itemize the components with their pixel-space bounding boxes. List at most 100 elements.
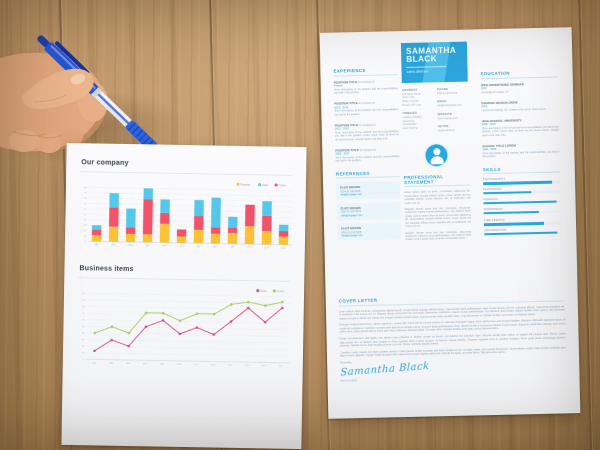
svg-text:40: 40 [84,219,87,221]
svg-text:DEC: DEC [281,248,286,250]
statement-paragraph: Aliquam dictum porta erat nec commodo. M… [404,206,472,229]
contact-item: WEBSITE www.mypage.com [437,111,458,120]
svg-text:60: 60 [82,319,85,321]
experience-list: POSITION TITLE for company ltd Present S… [334,79,400,164]
svg-text:MAY: MAY [162,245,167,248]
skill-item: PHOTOGRAPHY [483,177,561,185]
svg-text:JUL: JUL [197,246,201,248]
svg-text:Sales: Sales [262,184,269,187]
education-entry: WEB ADVERTISING SEMINAR 2015 University … [480,81,524,94]
experience-heading: EXPERIENCE [333,67,398,77]
svg-text:OCT: OCT [245,365,250,367]
skill-item: INDESIGN [483,197,561,205]
name-header: SAMANTHA BLACK sales director [400,41,468,84]
svg-text:80: 80 [84,198,87,200]
svg-text:100: 100 [82,293,86,295]
references-list: ELIOT BROWN 0024 01 234 5678 eliot@mypag… [336,181,402,241]
svg-text:JUN: JUN [179,246,183,248]
svg-text:80: 80 [82,306,85,308]
svg-text:40: 40 [82,333,85,335]
svg-text:NOV: NOV [262,365,267,367]
reference-card: ELIOT BROWN 0024 01 234 5678 eliot@mypag… [336,222,402,241]
skill-bar-track [484,221,562,226]
experience-entry: POSITION TITLE for company ltd 2013 - 20… [334,101,399,117]
experience-entry: POSITION TITLE for company ltd Present S… [333,79,398,95]
cover-letter-heading: COVER LETTER [338,293,565,307]
statement-paragraph: Aliquam dictum porta erat nec commodo. M… [405,230,472,242]
statement-heading: PROFESSIONAL STATEMENT [403,173,471,188]
svg-text:SEP: SEP [230,247,235,249]
svg-text:NOV: NOV [264,247,269,249]
svg-text:Receipts: Receipts [241,183,252,186]
svg-text:90: 90 [83,300,86,302]
contact-item: SKYPE skype.samlloyd [437,124,456,133]
contact-left: ADDRESS 123 Name Street Town / City Stat… [402,87,434,137]
resume-document: EXPERIENCE POSITION TITLE for company lt… [319,27,581,419]
skills-heading: SKILLS [482,165,560,175]
svg-text:20: 20 [84,230,87,232]
svg-text:90: 90 [84,192,87,194]
skill-bar [484,221,545,226]
contact-item: EMAIL info@samanthab.com [437,99,462,108]
thumb [22,68,94,110]
svg-text:Sales: Sales [260,290,267,293]
hand-holding-pen [0,35,170,162]
bar-chart-title: Our company [81,159,129,168]
education-entry: HIGH SCHOOL UNIVERSITY 2008 - 2014 Short… [481,118,559,138]
experience-entry: POSITION TITLE for company ltd 2012 - 20… [334,122,400,142]
svg-text:70: 70 [84,203,87,205]
skill-bar-track [483,180,561,185]
education-list: WEB ADVERTISING SEMINAR 2015 University … [481,81,560,159]
svg-text:JUL: JUL [194,364,198,366]
resume-middle-column: SAMANTHA BLACK sales director ADDRESS 12… [400,41,472,245]
education-entry: GRAPHIC DESIGN CREW 2015 London Art Coll… [481,100,547,113]
line-chart-title: Business items [79,265,134,274]
svg-text:FEB: FEB [109,363,114,365]
candidate-role: sales director [406,69,429,74]
statement-paragraph: Lorem ipsum dolor sit amet, consectetur … [404,189,471,205]
svg-text:AUG: AUG [211,363,216,366]
svg-text:AUG: AUG [213,246,218,249]
svg-text:APR: APR [145,244,150,247]
svg-text:OCT: OCT [247,247,252,249]
svg-text:APR: APR [143,362,148,365]
svg-text:DEC: DEC [279,366,284,368]
charts-document: Our company 0 10 20 30 40 50 60 70 80 90 100 JAN FEB… [61,142,307,450]
contact-right: PHONE 0024 01 234 5678 EMAIL info@samant… [437,87,469,137]
skill-bar [483,191,532,195]
svg-text:30: 30 [82,339,85,341]
svg-text:100: 100 [83,187,87,189]
svg-text:Orders: Orders [277,290,285,293]
svg-text:0: 0 [85,241,87,243]
experience-entry: POSITION TITLE for company ltd 2005 - 20… [335,147,400,163]
resume-left-column: EXPERIENCE POSITION TITLE for company lt… [333,67,402,244]
svg-text:10: 10 [84,236,87,238]
svg-text:30: 30 [84,225,87,227]
education-heading: EDUCATION [480,69,558,79]
skills-list: PHOTOGRAPHY PHOTOSHOP INDESIGN [483,177,562,236]
svg-text:MAY: MAY [160,363,165,366]
candidate-name: SAMANTHA BLACK [405,45,457,65]
svg-text:FEB: FEB [111,245,116,247]
svg-text:0: 0 [83,359,85,361]
svg-text:20: 20 [82,346,85,348]
svg-text:70: 70 [82,313,85,315]
line-chart: 0 10 20 30 40 50 60 70 80 90 100 JAN FEB MAR APR MAY JUN… [82,289,292,368]
svg-text:50: 50 [84,214,87,216]
svg-text:Orders: Orders [279,184,287,187]
cover-letter-paragraph: Fusce condimentum velit ligula, nec dict… [339,332,566,348]
person-avatar-icon [425,143,448,167]
reference-card: ELIOT BROWN 0024 01 234 5678 eliot@mypag… [336,181,401,200]
svg-text:JUN: JUN [177,364,181,366]
svg-text:60: 60 [84,209,87,211]
skills-section: SKILLS PHOTOGRAPHY PHOTOSHOP [482,165,562,236]
skill-bar-track [483,190,561,195]
stacked-bar-chart: 0 10 20 30 40 50 60 70 80 90 100 JAN FEB MAR APR MAY JUN… [83,182,293,250]
svg-text:SEP: SEP [228,365,233,367]
skill-bar [483,210,540,215]
skill-item: TIME KEEPING [484,218,562,226]
svg-text:MAR: MAR [126,362,131,365]
references-heading: REFERENCES [335,169,400,179]
skill-item: WORDPRESS [483,206,561,215]
